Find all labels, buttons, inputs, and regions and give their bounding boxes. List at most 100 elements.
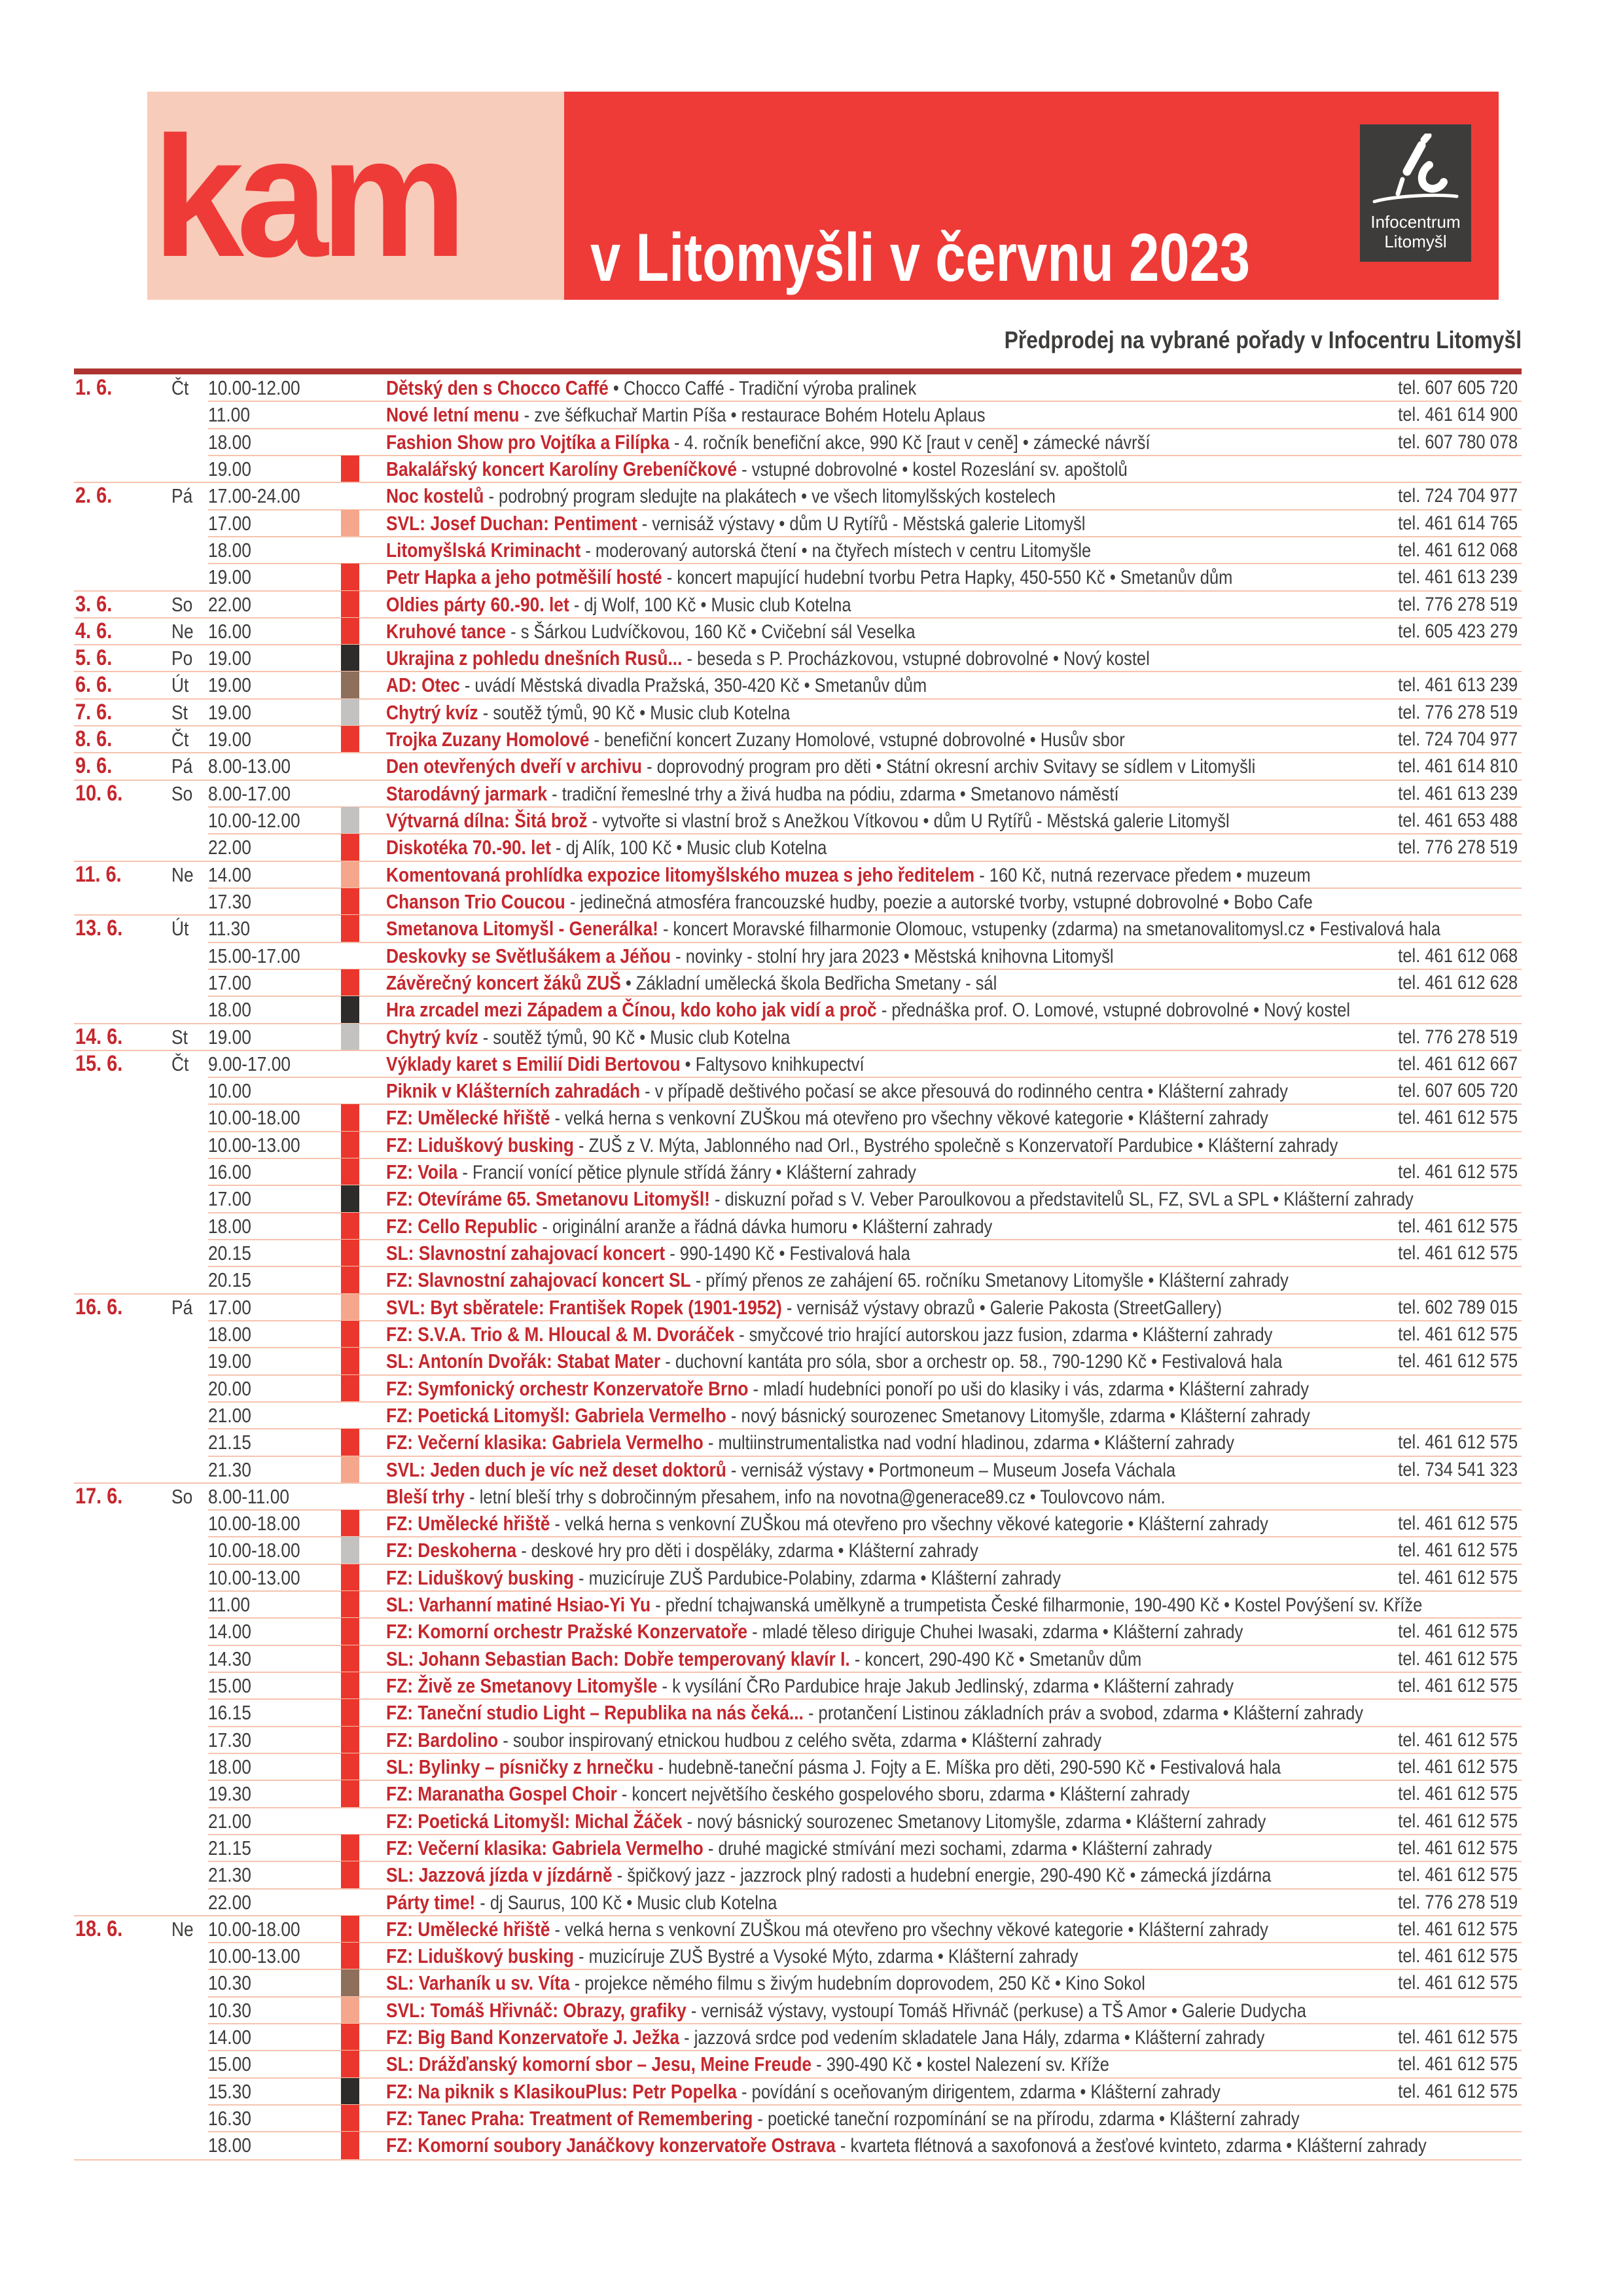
event-description: - jazzová srdce pod vedením skladatele J… [684,2027,1265,2049]
event-time: 10.00-12.00 [208,809,300,832]
category-marker [341,698,359,726]
event-text: SL: Johann Sebastian Bach: Dobře tempero… [386,1645,1275,1673]
event-description: - zve šéfkuchař Martin Píša • restaurace… [524,404,986,427]
event-text: SL: Jazzová jízda v jízdárně - špičkový … [386,1861,1427,1889]
category-marker [341,1266,359,1294]
event-time: 15.00 [208,2053,251,2076]
event-text: FZ: Komorní orchestr Pražské Konzervatoř… [386,1618,1394,1645]
event-row: 18.00 Litomyšlská Kriminacht - moderovaný… [74,535,1522,564]
event-date: 10. 6. [75,780,123,806]
event-phone: tel. 461 612 575 [1398,1323,1518,1345]
event-description: - vernisáž výstavy obrazů • Galerie Pako… [786,1297,1222,1319]
row-separator [208,1590,1522,1592]
event-time: 17.00 [208,971,251,994]
event-text: Hra zrcadel mezi Západem a Čínou, kdo ko… [386,996,1520,1024]
event-description: - přednáška prof. O. Lomové, vstupné dob… [881,999,1351,1022]
event-title: SVL: Josef Duchan: Pentiment [386,511,637,535]
category-marker [341,2024,359,2051]
event-table: 1. 6. Čt 10.00-12.00 Dětský den s Chocco Ca… [74,374,1522,2161]
category-marker [341,1943,359,1970]
event-title: FZ: Voila [386,1160,458,1184]
row-separator [208,1103,1522,1105]
kam-logo: kam [152,101,467,293]
event-text: FZ: Liduškový busking - ZUŠ z V. Mýta, J… [386,1132,1506,1159]
event-description: - soutěž týmů, 90 Kč • Music club Koteln… [482,702,791,724]
event-title: Výklady karet s Emilií Didi Bertovou [386,1052,681,1075]
event-text: SVL: Josef Duchan: Pentiment - vernisáž … [386,510,1209,537]
event-time: 10.00-18.00 [208,1106,300,1130]
event-time: 10.00-12.00 [208,376,300,399]
event-time: 19.00 [208,647,251,670]
event-phone: tel. 461 612 575 [1398,1675,1518,1696]
event-description: - povídání s oceňovaným dirigentem, zdar… [741,2081,1221,2103]
event-title: FZ: Taneční studio Light – Republika na … [386,1701,804,1725]
event-time: 17.30 [208,889,251,913]
event-phone: tel. 461 614 810 [1398,755,1518,778]
event-text: Chytrý kvíz - soutěž týmů, 90 Kč • Music… [386,1024,861,1051]
event-title: FZ: Cello Republic [386,1214,538,1238]
event-time: 19.00 [208,728,251,751]
category-marker [341,915,359,942]
event-text: SL: Varhanní matiné Hsiao-Yi Yu - přední… [386,1591,1605,1619]
event-description: - letní bleší trhy s dobročinným přesahe… [469,1486,1166,1508]
row-separator [208,941,1522,943]
event-text: Fashion Show pro Vojtíka a Filípka - 4. … [386,429,1285,456]
event-day: Út [171,673,189,697]
category-marker [341,1158,359,1186]
event-date: 18. 6. [75,1916,123,1941]
event-row: 5. 6. Po 19.00 Ukrajina z pohledu dnešních … [74,644,1522,672]
event-phone: tel. 461 612 575 [1398,1566,1518,1588]
event-description: - doprovodný program pro děti • Státní o… [647,756,1256,778]
event-text: FZ: Cello Republic - originální aranže a… [386,1213,1099,1240]
event-row: 17.30 Chanson Trio Coucou - jedinečná atm… [74,887,1522,916]
event-text: FZ: Bardolino - soubor inspirovaný etnic… [386,1727,1228,1754]
row-separator [208,535,1522,537]
row-separator [208,427,1522,429]
event-phone: tel. 461 612 575 [1398,1783,1518,1805]
event-row: 15.00 FZ: Živě ze Smetanovy Litomyšle - k… [74,1672,1522,1700]
event-time: 18.00 [208,1214,251,1238]
event-time: 10.00-13.00 [208,1566,300,1589]
event-description: - moderovaný autorská čtení • na čtyřech… [585,539,1092,562]
event-text: FZ: Big Band Konzervatoře J. Ježka - jaz… [386,2024,1419,2051]
category-marker [341,1293,359,1321]
event-day: Ne [171,619,194,643]
event-description: - velká herna s venkovní ZUŠkou má otevř… [554,1918,1268,1941]
event-row: 20.00 FZ: Symfonický orchestr Konzervatoř… [74,1374,1522,1402]
event-text: FZ: Liduškový busking - muzicíruje ZUŠ B… [386,1943,1200,1970]
event-time: 19.00 [208,1350,251,1373]
event-row: 21.15 FZ: Večerní klasika: Gabriela Verme… [74,1833,1522,1862]
event-day: Čt [171,728,189,751]
event-day: St [171,700,188,724]
event-time: 11.30 [208,917,250,941]
row-separator [208,1752,1522,1754]
event-description: - s Šárkou Ludvíčkovou, 160 Kč • Cvičebn… [510,620,916,643]
event-date: 1. 6. [75,375,113,400]
event-phone: tel. 461 612 575 [1398,2080,1518,2102]
category-marker [341,1212,359,1240]
category-marker [341,1969,359,1997]
event-phone: tel. 461 612 068 [1398,539,1518,561]
row-separator [208,1185,1522,1187]
event-text: FZ: Poetická Litomyšl: Michal Žáček - no… [386,1808,1421,1835]
event-row: 10.00-13.00 FZ: Liduškový busking - ZUŠ z… [74,1130,1522,1159]
event-time: 17.30 [208,1728,251,1751]
event-text: FZ: Deskoherna - deskové hry pro děti i … [386,1537,1083,1564]
category-marker [341,1564,359,1592]
event-phone: tel. 776 278 519 [1398,593,1518,615]
event-day: Čt [171,1052,189,1075]
event-time: 14.00 [208,2026,251,2049]
event-description: - nový básnický sourozenec Smetanovy Lit… [687,1810,1266,1833]
event-row: 20.15 SL: Slavnostní zahajovací koncert -… [74,1239,1522,1267]
event-phone: tel. 724 704 977 [1398,728,1518,751]
category-marker [341,1374,359,1402]
event-text: FZ: Večerní klasika: Gabriela Vermelho -… [386,1429,1384,1456]
event-time: 14.00 [208,1620,251,1643]
event-time: 8.00-17.00 [208,781,291,805]
event-title: Párty time! [386,1890,476,1914]
event-title: Chytrý kvíz [386,700,478,724]
event-description: - špičkový jazz - jazzrock plný radosti … [616,1865,1272,1887]
row-separator [74,590,1522,592]
event-title: SL: Varhanní matiné Hsiao-Yi Yu [386,1593,651,1617]
row-separator [208,1861,1522,1863]
